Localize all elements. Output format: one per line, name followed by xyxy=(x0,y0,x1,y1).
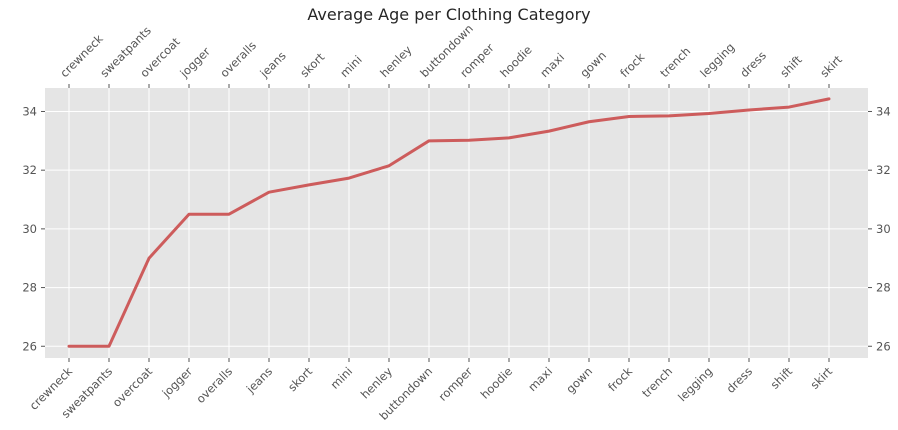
x-tick-label-top: maxi xyxy=(537,50,567,80)
x-tick-label-bottom: hoodie xyxy=(478,364,515,401)
data-point-jeans xyxy=(267,190,271,194)
x-tick-label-bottom: frock xyxy=(605,364,635,394)
y-tick-label-left: 28 xyxy=(22,281,37,295)
x-tick-label-bottom: legging xyxy=(675,364,715,404)
data-point-gown xyxy=(587,120,591,123)
data-point-buttondown xyxy=(427,139,431,143)
data-point-skirt xyxy=(827,97,831,101)
y-tick-label-right: 34 xyxy=(876,104,891,118)
data-point-frock xyxy=(627,115,631,118)
y-tick-label-left: 30 xyxy=(22,222,37,236)
y-tick-label-right: 30 xyxy=(876,222,891,236)
data-point-jogger xyxy=(187,212,191,216)
x-tick-label-top: frock xyxy=(617,50,647,80)
x-tick-label-bottom: trench xyxy=(639,364,675,400)
y-tick-label-right: 28 xyxy=(876,281,891,295)
series-layer xyxy=(67,97,831,348)
data-point-legging xyxy=(707,112,711,115)
y-tick-label-left: 34 xyxy=(22,104,37,118)
plot-area xyxy=(45,88,868,358)
x-tick-label-top: legging xyxy=(697,40,737,80)
x-tick-label-bottom: shift xyxy=(768,364,796,392)
y-tick-label-right: 26 xyxy=(876,339,891,353)
x-tick-label-top: trench xyxy=(657,44,693,80)
x-tick-label-bottom: henley xyxy=(358,364,395,401)
x-tick-label-bottom: dress xyxy=(723,364,755,396)
y-tick-label-left: 26 xyxy=(22,339,37,353)
x-tick-label-top: dress xyxy=(737,48,769,80)
x-tick-label-bottom: overalls xyxy=(193,364,235,406)
y-tick-label-right: 32 xyxy=(876,163,891,177)
data-point-dress xyxy=(747,108,751,112)
x-tick-label-top: hoodie xyxy=(497,43,534,80)
x-tick-label-bottom: mini xyxy=(328,364,355,391)
x-tick-label-top: skort xyxy=(297,50,327,80)
grid-lines xyxy=(45,88,868,358)
x-tick-label-top: henley xyxy=(377,43,414,80)
x-tick-label-bottom: skirt xyxy=(807,364,835,392)
data-point-henley xyxy=(387,164,391,167)
x-tick-label-top: jogger xyxy=(177,44,214,81)
data-point-hoodie xyxy=(507,136,511,140)
data-point-sweatpants xyxy=(107,345,111,348)
data-point-trench xyxy=(667,114,671,118)
x-tick-label-bottom: skort xyxy=(285,364,315,394)
x-tick-label-top: gown xyxy=(577,48,609,80)
chart-title: Average Age per Clothing Category xyxy=(307,5,590,24)
x-tick-label-top: jeans xyxy=(257,49,289,81)
data-point-overalls xyxy=(227,212,231,216)
x-tick-label-bottom: jogger xyxy=(159,364,196,401)
x-tick-label-top: romper xyxy=(457,40,497,80)
x-tick-label-bottom: jeans xyxy=(243,364,275,396)
x-tick-label-bottom: overcoat xyxy=(110,364,156,410)
x-tick-label-bottom: romper xyxy=(436,364,476,404)
x-tick-label-top: mini xyxy=(337,53,364,80)
x-tick-label-top: overalls xyxy=(217,38,259,80)
data-point-crewneck xyxy=(67,345,71,348)
x-tick-label-top: skirt xyxy=(817,52,845,80)
data-point-overcoat xyxy=(147,257,151,260)
x-tick-label-bottom: maxi xyxy=(525,364,555,394)
data-point-shift xyxy=(787,105,791,109)
data-point-maxi xyxy=(547,129,551,133)
data-point-skort xyxy=(307,183,311,187)
series-line xyxy=(67,97,831,348)
x-tick-label-top: shift xyxy=(777,52,805,80)
y-tick-label-left: 32 xyxy=(22,163,37,177)
data-point-mini xyxy=(347,176,351,180)
x-tick-label-bottom: gown xyxy=(563,364,595,396)
data-point-romper xyxy=(467,139,471,142)
